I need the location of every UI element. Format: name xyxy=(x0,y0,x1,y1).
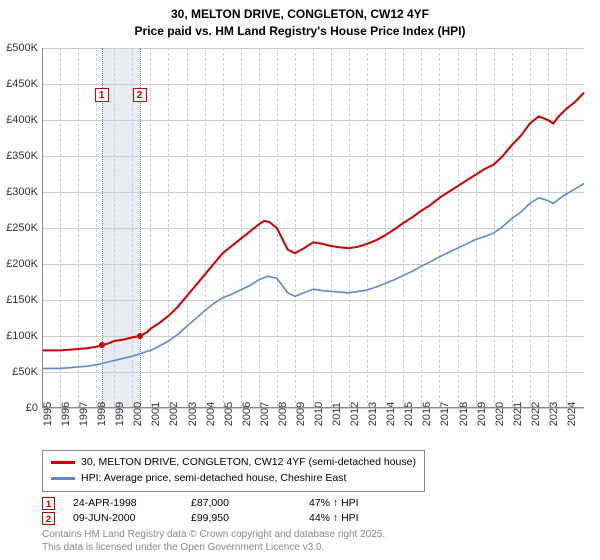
x-tick-label: 2024 xyxy=(566,402,578,426)
x-tick-label: 2006 xyxy=(241,402,253,426)
y-tick-label: £0 xyxy=(26,402,38,414)
transaction-price: £99,950 xyxy=(191,512,291,524)
transactions-table: 1 24-APR-1998 £87,000 47% ↑ HPI 2 09-JUN-2000… xyxy=(42,496,584,526)
x-tick-label: 2000 xyxy=(132,402,144,426)
x-tick-label: 2011 xyxy=(331,402,343,426)
y-tick-label: £500K xyxy=(6,42,38,54)
x-tick-label: 2013 xyxy=(367,402,379,426)
series-line-hpi xyxy=(42,183,584,368)
legend-swatch-2 xyxy=(51,477,75,480)
x-tick-label: 2019 xyxy=(476,402,488,426)
y-axis xyxy=(42,48,43,408)
transaction-row: 2 09-JUN-2000 £99,950 44% ↑ HPI xyxy=(42,511,584,526)
x-tick-label: 2007 xyxy=(259,402,271,426)
x-tick-label: 2008 xyxy=(277,402,289,426)
legend-row-2: HPI: Average price, semi-detached house,… xyxy=(51,471,416,487)
x-tick-label: 2010 xyxy=(313,402,325,426)
legend-box: 30, MELTON DRIVE, CONGLETON, CW12 4YF (s… xyxy=(42,450,425,492)
x-tick-label: 2001 xyxy=(150,402,162,426)
attribution-line-2: This data is licensed under the Open Gov… xyxy=(42,541,584,554)
y-tick-label: £350K xyxy=(6,150,38,162)
transaction-delta: 44% ↑ HPI xyxy=(309,512,409,524)
y-tick-label: £50K xyxy=(12,366,38,378)
x-tick-label: 2005 xyxy=(223,402,235,426)
transaction-delta: 47% ↑ HPI xyxy=(309,497,409,509)
x-tick-label: 1996 xyxy=(60,402,72,426)
chart-lines xyxy=(42,48,584,408)
transaction-price: £87,000 xyxy=(191,497,291,509)
x-tick-label: 2015 xyxy=(403,402,415,426)
x-tick-label: 2022 xyxy=(530,402,542,426)
x-tick-label: 2021 xyxy=(512,402,524,426)
legend-label-2: HPI: Average price, semi-detached house,… xyxy=(81,471,346,487)
x-tick-label: 2016 xyxy=(421,402,433,426)
transaction-row: 1 24-APR-1998 £87,000 47% ↑ HPI xyxy=(42,496,584,511)
x-tick-label: 2017 xyxy=(439,402,451,426)
y-tick-label: £400K xyxy=(6,114,38,126)
x-tick-label: 2004 xyxy=(205,402,217,426)
legend-and-footer: 30, MELTON DRIVE, CONGLETON, CW12 4YF (s… xyxy=(42,450,584,554)
y-tick-label: £150K xyxy=(6,294,38,306)
legend-swatch-1 xyxy=(51,461,75,464)
series-line-price_paid xyxy=(42,93,584,351)
y-tick-label: £100K xyxy=(6,330,38,342)
y-tick-label: £450K xyxy=(6,78,38,90)
x-tick-label: 1998 xyxy=(96,402,108,426)
attribution-line-1: Contains HM Land Registry data © Crown c… xyxy=(42,528,584,541)
attribution-text: Contains HM Land Registry data © Crown c… xyxy=(42,528,584,554)
transaction-date: 09-JUN-2000 xyxy=(73,512,173,524)
x-axis xyxy=(42,407,584,408)
x-tick-label: 1997 xyxy=(78,402,90,426)
x-tick-label: 2020 xyxy=(494,402,506,426)
x-tick-label: 2002 xyxy=(168,402,180,426)
transaction-marker-2: 2 xyxy=(42,512,55,525)
x-tick-label: 2023 xyxy=(548,402,560,426)
legend-row-1: 30, MELTON DRIVE, CONGLETON, CW12 4YF (s… xyxy=(51,455,416,471)
x-tick-label: 2009 xyxy=(295,402,307,426)
transaction-marker-1: 1 xyxy=(42,497,55,510)
x-tick-label: 2003 xyxy=(187,402,199,426)
chart-title: 30, MELTON DRIVE, CONGLETON, CW12 4YF Pr… xyxy=(0,0,600,40)
y-tick-label: £250K xyxy=(6,222,38,234)
y-tick-label: £200K xyxy=(6,258,38,270)
x-tick-label: 2018 xyxy=(458,402,470,426)
x-tick-label: 1999 xyxy=(114,402,126,426)
x-tick-label: 2014 xyxy=(385,402,397,426)
x-tick-label: 2012 xyxy=(349,402,361,426)
y-tick-label: £300K xyxy=(6,186,38,198)
legend-label-1: 30, MELTON DRIVE, CONGLETON, CW12 4YF (s… xyxy=(81,455,416,471)
title-line-2: Price paid vs. HM Land Registry's House … xyxy=(0,23,600,40)
transaction-date: 24-APR-1998 xyxy=(73,497,173,509)
title-line-1: 30, MELTON DRIVE, CONGLETON, CW12 4YF xyxy=(0,6,600,23)
chart-plot-area: 12 £0£50K£100K£150K£200K£250K£300K£350K£… xyxy=(42,48,584,408)
x-tick-label: 1995 xyxy=(42,402,54,426)
